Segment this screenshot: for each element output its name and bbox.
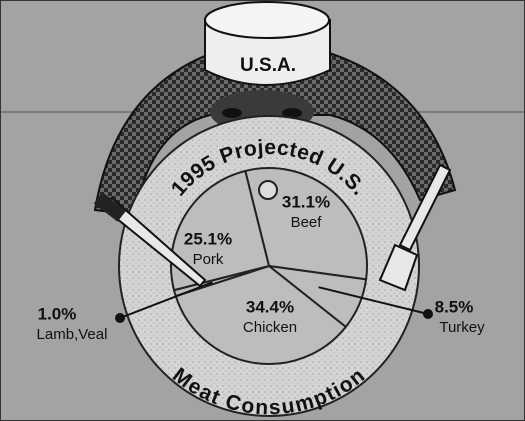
- category-label: Pork: [193, 251, 224, 268]
- category-label: Beef: [291, 214, 323, 231]
- category-label: Chicken: [243, 319, 297, 336]
- value-label: 8.5%: [435, 297, 474, 316]
- hat-top: [205, 2, 329, 38]
- callout-dot: [115, 313, 125, 323]
- value-label: 1.0%: [38, 304, 77, 323]
- value-label: 31.1%: [282, 192, 330, 211]
- value-label: 34.4%: [246, 297, 294, 316]
- value-label: 25.1%: [184, 229, 232, 248]
- eye: [222, 108, 242, 118]
- callout-dot: [423, 309, 433, 319]
- decoration: [259, 181, 277, 199]
- chart: U.S.A. 1995 Projected U.S. Meat Consumpt…: [0, 0, 525, 421]
- hat-label: U.S.A.: [240, 55, 296, 76]
- category-label: Lamb,Veal: [37, 326, 108, 343]
- category-label: Turkey: [439, 319, 485, 336]
